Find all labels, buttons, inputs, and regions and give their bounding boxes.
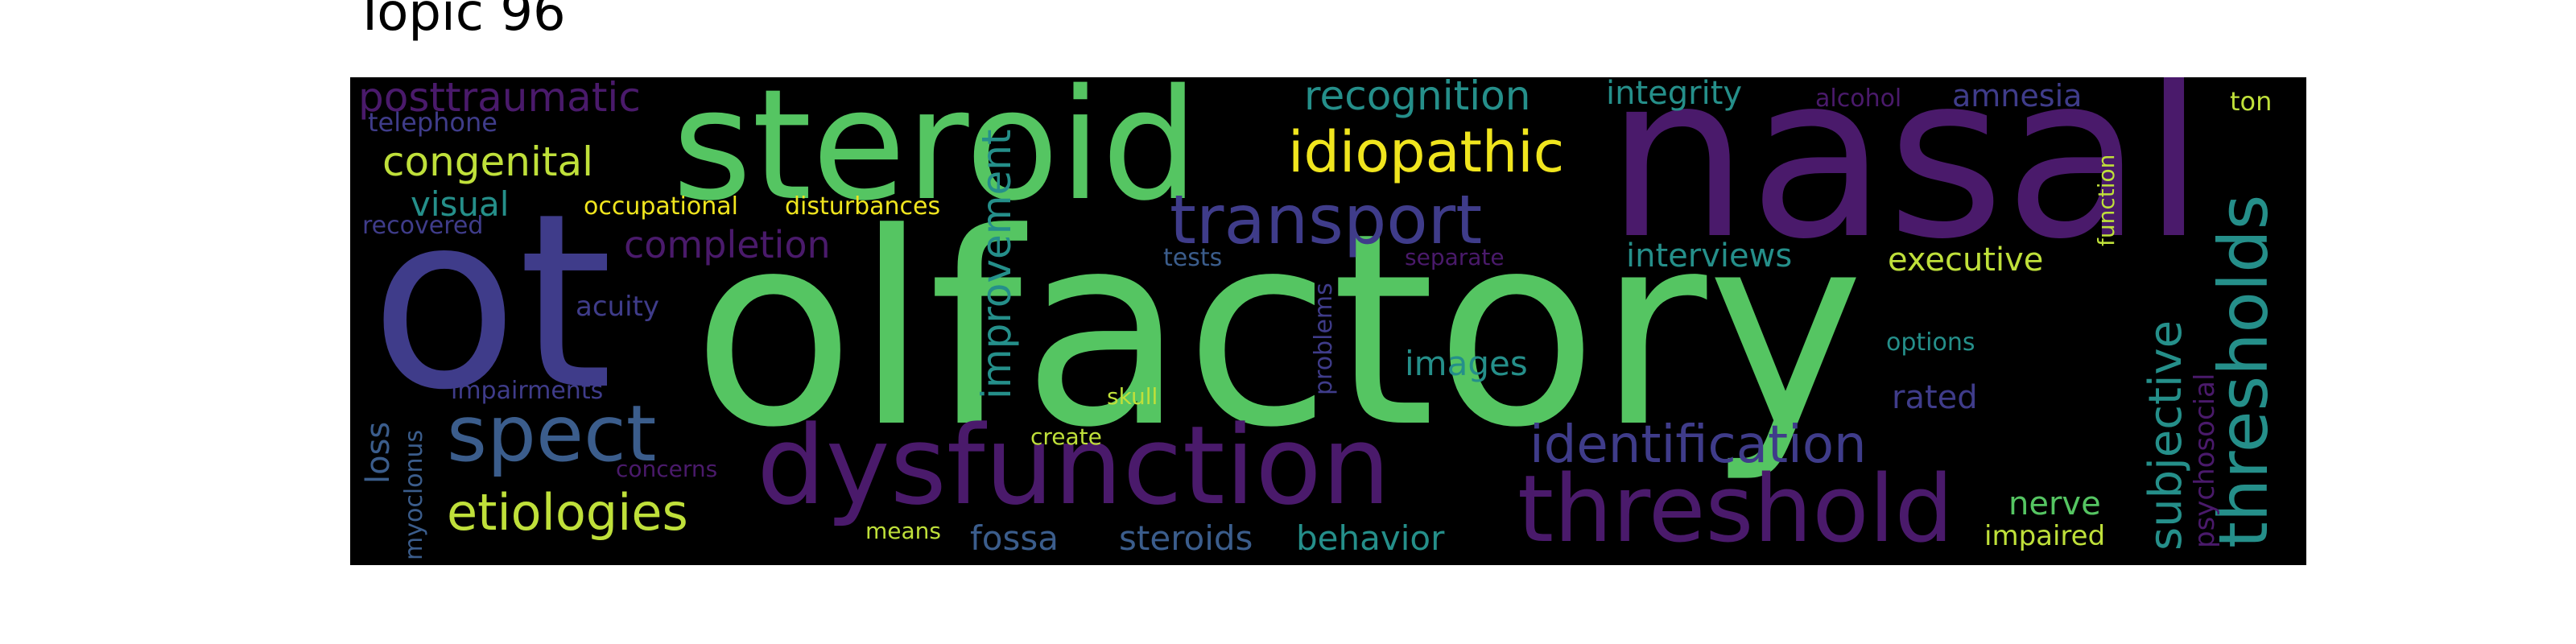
- word-loss: loss: [360, 421, 397, 484]
- word-spect: spect: [447, 389, 657, 479]
- word-nerve: nerve: [2008, 485, 2101, 522]
- word-recognition: recognition: [1304, 77, 1531, 119]
- word-telephone: telephone: [368, 107, 497, 138]
- word-subjective: subjective: [2140, 320, 2192, 551]
- word-identification: identification: [1530, 415, 1867, 475]
- word-amnesia: amnesia: [1952, 78, 2083, 114]
- word-idiopathic: idiopathic: [1288, 119, 1565, 185]
- word-skull: skull: [1107, 383, 1158, 410]
- word-steroid: steroid: [672, 77, 1199, 234]
- word-steroids: steroids: [1119, 518, 1253, 558]
- word-problems: problems: [1310, 283, 1338, 395]
- word-completion: completion: [624, 223, 831, 266]
- figure-title: Topic 96: [354, 0, 566, 43]
- word-options: options: [1886, 328, 1975, 357]
- word-means: means: [865, 518, 941, 544]
- word-concerns: concerns: [616, 456, 718, 482]
- word-interviews: interviews: [1626, 237, 1793, 275]
- word-olfactory: olfactory: [692, 176, 1864, 485]
- word-etiologies: etiologies: [447, 483, 688, 542]
- word-visual: visual: [411, 184, 510, 224]
- word-threshold: threshold: [1517, 456, 1954, 564]
- word-nasal: nasal: [1606, 77, 2206, 289]
- word-improvement: improvement: [973, 129, 1020, 400]
- word-impairments: impairments: [451, 377, 604, 405]
- word-psychosocial: psychosocial: [2189, 373, 2221, 548]
- word-behavior: behavior: [1296, 518, 1445, 558]
- word-occupational: occupational: [584, 192, 738, 221]
- word-congenital: congenital: [382, 138, 593, 185]
- word-dysfunction: dysfunction: [757, 402, 1391, 529]
- word-executive: executive: [1888, 242, 2044, 279]
- word-cloud: olfactory nasal ot steroid dysfunction t…: [350, 77, 2306, 565]
- word-separate: separate: [1405, 244, 1505, 270]
- word-transport: transport: [1170, 180, 1483, 259]
- word-disturbances: disturbances: [785, 192, 941, 221]
- word-fossa: fossa: [970, 518, 1059, 558]
- word-create: create: [1030, 423, 1102, 450]
- word-tests: tests: [1163, 244, 1223, 272]
- word-function: function: [2093, 154, 2120, 246]
- word-ton: ton: [2230, 86, 2273, 117]
- word-myoclonus: myoclonus: [400, 429, 428, 560]
- word-rated: rated: [1892, 379, 1978, 416]
- word-ot: ot: [370, 162, 613, 443]
- word-images: images: [1405, 344, 1528, 383]
- word-posttraumatic: posttraumatic: [358, 77, 641, 121]
- word-recovered: recovered: [362, 212, 484, 240]
- word-alcohol: alcohol: [1815, 85, 1902, 113]
- word-integrity: integrity: [1606, 77, 1743, 112]
- word-impaired: impaired: [1984, 520, 2106, 552]
- word-acuity: acuity: [576, 291, 659, 323]
